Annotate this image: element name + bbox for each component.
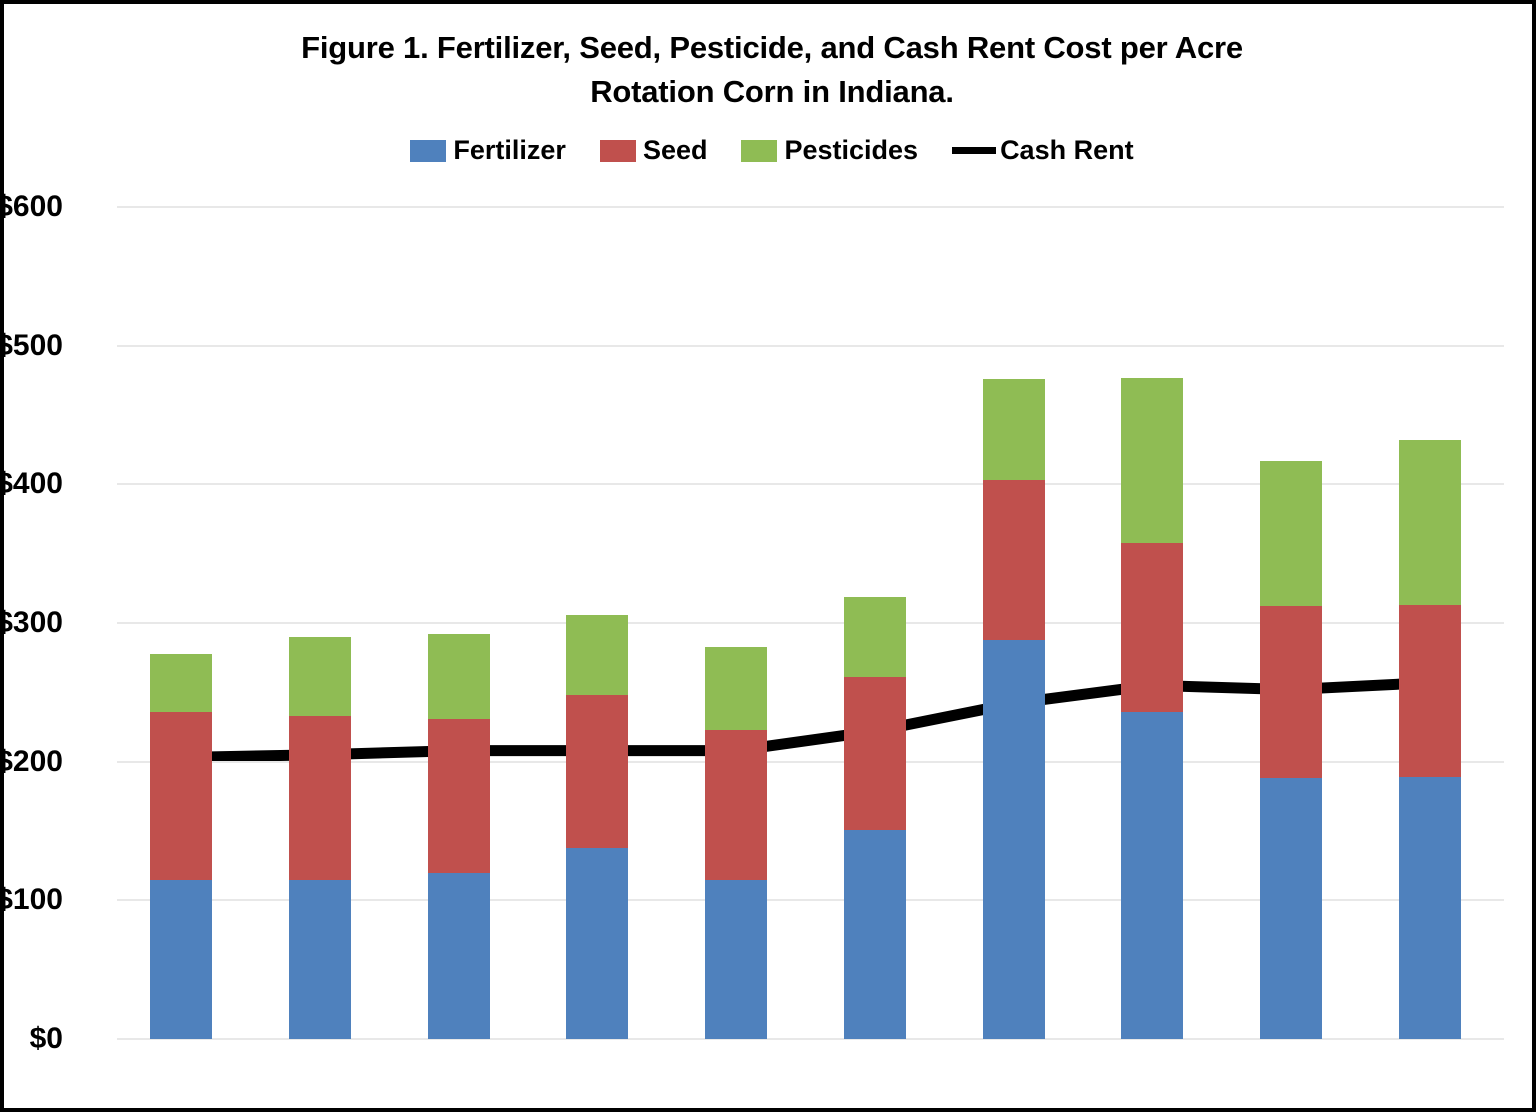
bar-segment-fertilizer[interactable] [289, 879, 352, 1039]
bar-segment-seed[interactable] [705, 729, 768, 880]
bar-segment-seed[interactable] [1121, 542, 1184, 712]
legend-color-swatch-icon [599, 139, 636, 162]
bar-segment-pesticides[interactable] [843, 596, 906, 678]
gridline-y-100 [117, 899, 1504, 902]
gridline-y-600 [117, 206, 1504, 208]
y-axis-tick-label: $300 [0, 606, 63, 639]
bar-segment-pesticides[interactable] [566, 614, 629, 696]
bar-stack-2020[interactable] [705, 207, 768, 1039]
chart-legend: Fertilizer Seed Pesticides Cash Rent [4, 135, 1532, 166]
bar-segment-fertilizer[interactable] [705, 879, 768, 1039]
y-axis-tick-label: $400 [0, 467, 63, 501]
chart-title-line-1: Figure 1. Fertilizer, Seed, Pesticide, a… [301, 30, 1243, 65]
bar-stack-2025[interactable] [1398, 207, 1461, 1039]
bar-segment-seed[interactable] [1398, 604, 1461, 777]
bar-segment-seed[interactable] [1259, 606, 1322, 779]
legend-item-label: Seed [642, 135, 708, 165]
bar-segment-pesticides[interactable] [1398, 439, 1461, 605]
bar-segment-fertilizer[interactable] [427, 872, 490, 1039]
legend-item-pesticides[interactable]: Pesticides [741, 135, 918, 166]
bar-segment-fertilizer[interactable] [982, 639, 1045, 1039]
chart-title-line-2: Rotation Corn in Indiana. [590, 74, 954, 110]
bar-segment-fertilizer[interactable] [1259, 778, 1322, 1039]
bar-segment-pesticides[interactable] [1259, 460, 1322, 607]
bar-stack-2024[interactable] [1259, 207, 1322, 1039]
bar-segment-fertilizer[interactable] [1398, 776, 1461, 1039]
y-axis-tick-label: $500 [0, 328, 63, 362]
legend-item-label: Fertilizer [453, 135, 566, 165]
bar-stack-2019[interactable] [566, 207, 629, 1039]
bar-stack-2016[interactable] [150, 207, 213, 1039]
gridline-y-400 [117, 483, 1504, 486]
y-axis-tick-label: $0 [29, 1022, 63, 1055]
bar-stack-2017[interactable] [289, 207, 352, 1039]
legend-item-label: Pesticides [784, 135, 919, 165]
plot-area: $0$100$200$300$400$500$60020162017201820… [4, 190, 1504, 1055]
bar-stack-2018[interactable] [427, 207, 490, 1039]
bar-stack-2023[interactable] [1121, 207, 1184, 1039]
bar-segment-pesticides[interactable] [427, 634, 490, 719]
bar-segment-fertilizer[interactable] [566, 847, 629, 1039]
bar-segment-seed[interactable] [843, 677, 906, 830]
bar-segment-seed[interactable] [150, 711, 213, 880]
legend-item-label: Cash Rent [1000, 135, 1134, 165]
bar-segment-pesticides[interactable] [1121, 377, 1184, 543]
bar-segment-pesticides[interactable] [982, 378, 1045, 481]
gridline-y-300 [117, 622, 1504, 624]
y-axis-tick-label: $600 [0, 190, 63, 223]
y-axis-tick-label: $100 [0, 883, 63, 917]
bar-segment-seed[interactable] [982, 480, 1045, 640]
gridline-y-200 [117, 760, 1504, 763]
legend-line-marker-icon [952, 147, 997, 154]
legend-color-swatch-icon [741, 139, 778, 162]
gridline-y-500 [117, 344, 1504, 347]
bar-stack-2021[interactable] [843, 207, 906, 1039]
bar-segment-fertilizer[interactable] [1121, 711, 1184, 1039]
legend-item-seed[interactable]: Seed [599, 135, 708, 166]
legend-item-cash-rent[interactable]: Cash Rent [952, 135, 1134, 166]
cash-rent-line-path [175, 677, 1436, 764]
legend-color-swatch-icon [410, 139, 447, 162]
y-axis-tick-label: $200 [0, 744, 63, 778]
gridline-y-0 [117, 1038, 1504, 1040]
bar-segment-fertilizer[interactable] [150, 879, 213, 1039]
legend-item-fertilizer[interactable]: Fertilizer [410, 135, 566, 166]
bar-segment-pesticides[interactable] [289, 636, 352, 716]
chart-title: Figure 1. Fertilizer, Seed, Pesticide, a… [4, 26, 1532, 114]
bar-stack-2022[interactable] [982, 207, 1045, 1039]
bar-segment-fertilizer[interactable] [843, 829, 906, 1039]
bar-segment-pesticides[interactable] [150, 653, 213, 712]
bar-segment-seed[interactable] [566, 695, 629, 848]
bar-segment-pesticides[interactable] [705, 646, 768, 730]
bar-segment-seed[interactable] [289, 715, 352, 880]
bar-segment-seed[interactable] [427, 718, 490, 873]
